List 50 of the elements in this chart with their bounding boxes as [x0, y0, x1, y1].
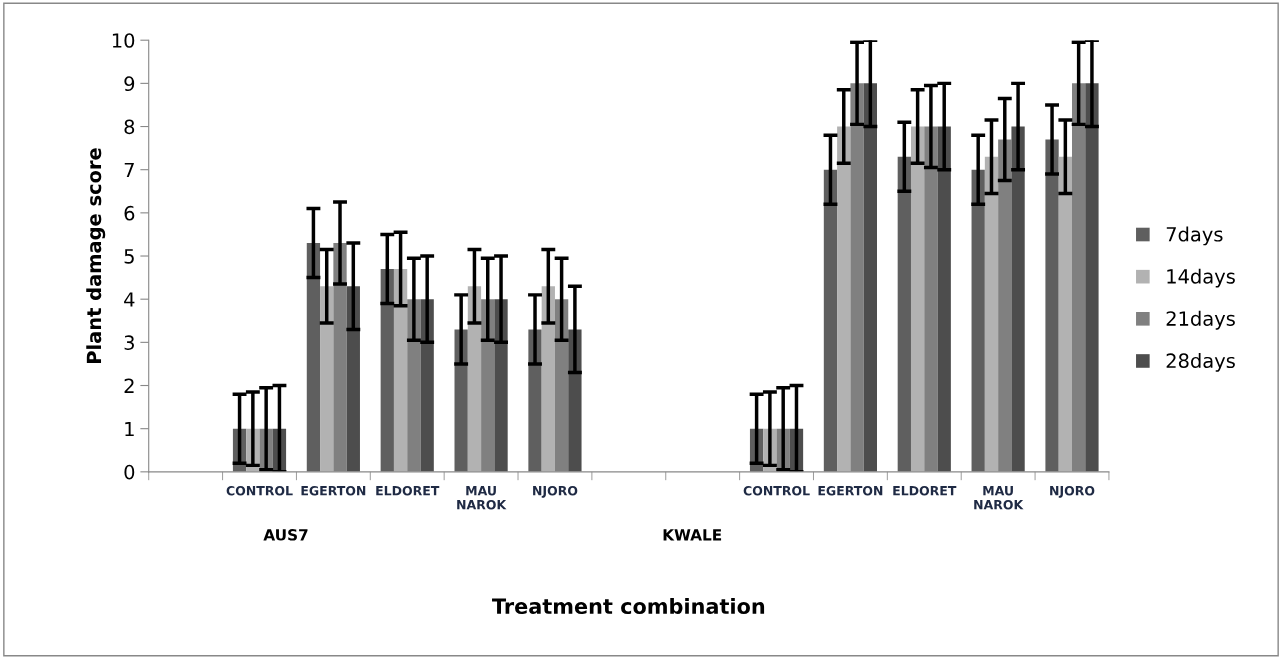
- bar: [971, 169, 985, 472]
- legend-label: 28days: [1166, 353, 1235, 372]
- x-tick-label: CONTROL: [226, 485, 293, 496]
- bar: [346, 286, 360, 472]
- bar: [467, 286, 482, 472]
- bar: [937, 126, 951, 472]
- y-tick-label: 0: [124, 464, 135, 480]
- bar: [837, 126, 851, 472]
- legend-label: 7days: [1166, 226, 1223, 246]
- bar: [863, 83, 877, 472]
- bar: [320, 286, 334, 472]
- y-tick-label: 2: [124, 378, 134, 393]
- x-tick-label: CONTROL: [743, 485, 810, 496]
- text: KWALE: [663, 529, 722, 541]
- bar: [306, 243, 321, 472]
- y-tick-label: 7: [124, 162, 134, 178]
- x-tick-label: MAU NAROK: [457, 486, 507, 510]
- x-tick-label: MAU NAROK: [974, 486, 1024, 510]
- bar: [528, 329, 542, 472]
- x-tick-label: EGERTON: [818, 485, 883, 496]
- bar: [984, 156, 999, 472]
- x-tick-label: NJORO: [533, 485, 578, 498]
- bar: [494, 299, 508, 472]
- x-tick-label: ELDORET: [893, 485, 957, 496]
- y-tick-label: 6: [124, 205, 135, 221]
- y-tick-label: 4: [124, 292, 135, 307]
- x-axis-title: Treatment combination: [492, 597, 765, 615]
- y-tick-label: 10: [112, 33, 135, 48]
- bar: [541, 286, 555, 472]
- legend-label: 21days: [1166, 310, 1235, 330]
- bar: [1058, 156, 1072, 472]
- legend-label: 14days: [1167, 268, 1235, 288]
- x-tick-label: ELDORET: [376, 485, 440, 496]
- bar: [393, 268, 408, 472]
- y-tick-label: 1: [125, 421, 134, 437]
- x-tick-label: NJORO: [1050, 485, 1095, 498]
- y-tick-label: 8: [124, 119, 135, 135]
- y-tick-label: 3: [124, 335, 134, 351]
- y-axis-title: Plant damage score: [86, 148, 106, 363]
- bar: [823, 169, 838, 472]
- bar: [1011, 126, 1025, 472]
- bar: [897, 156, 911, 472]
- y-tick-label: 5: [124, 249, 134, 264]
- x-tick-label: EGERTON: [301, 485, 366, 496]
- bar: [1085, 83, 1099, 472]
- bar: [380, 268, 394, 472]
- bar: [1045, 139, 1059, 472]
- text: AUS7: [263, 529, 308, 541]
- y-tick-label: 9: [124, 76, 135, 92]
- bar: [910, 126, 925, 472]
